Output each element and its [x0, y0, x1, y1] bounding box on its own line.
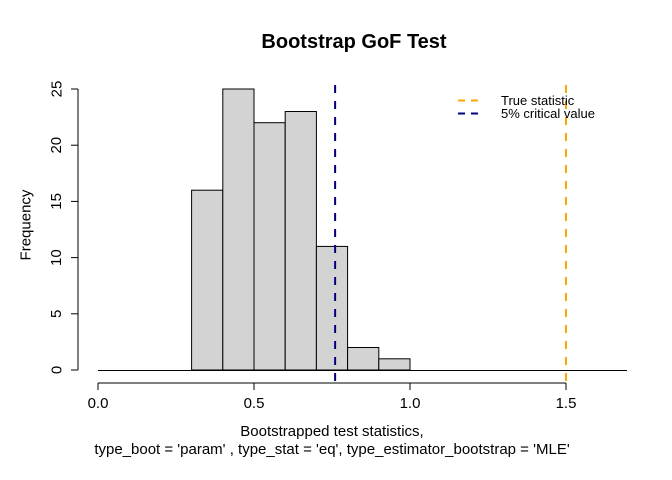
y-tick-label: 5 — [48, 310, 65, 318]
histogram-bar — [315, 245, 349, 371]
histogram-bar — [253, 122, 286, 371]
x-axis-label-line2: type_boot = 'param' , type_stat = 'eq', … — [94, 441, 570, 458]
histogram-bar — [191, 189, 224, 371]
x-tick-label: 0.0 — [88, 395, 109, 412]
x-axis-label-line1: Bootstrapped test statistics, — [240, 423, 424, 440]
y-tick-label: 15 — [48, 193, 65, 210]
x-tick-label: 1.0 — [400, 395, 421, 412]
legend-label-critical-value: 5% critical value — [501, 106, 595, 121]
y-tick-label: 10 — [48, 249, 65, 266]
x-tick-label: 1.5 — [556, 395, 577, 412]
legend-item-critical-value: 5% critical value — [458, 107, 595, 120]
true-statistic-dash-icon — [458, 99, 484, 102]
y-tick-label: 25 — [48, 81, 65, 98]
y-tick-label: 0 — [48, 366, 65, 374]
histogram-bar — [347, 347, 380, 371]
histogram-bar — [284, 111, 317, 371]
chart-title: Bootstrap GoF Test — [261, 31, 447, 53]
legend: True statistic 5% critical value — [458, 94, 595, 120]
histogram-bar — [222, 88, 255, 371]
legend-label-true-statistic: True statistic — [501, 93, 575, 108]
histogram-bar — [378, 358, 411, 371]
y-tick-label: 20 — [48, 137, 65, 154]
x-tick-label: 0.5 — [244, 395, 265, 412]
legend-item-true-statistic: True statistic — [458, 94, 595, 107]
critical-value-dash-icon — [458, 112, 484, 115]
